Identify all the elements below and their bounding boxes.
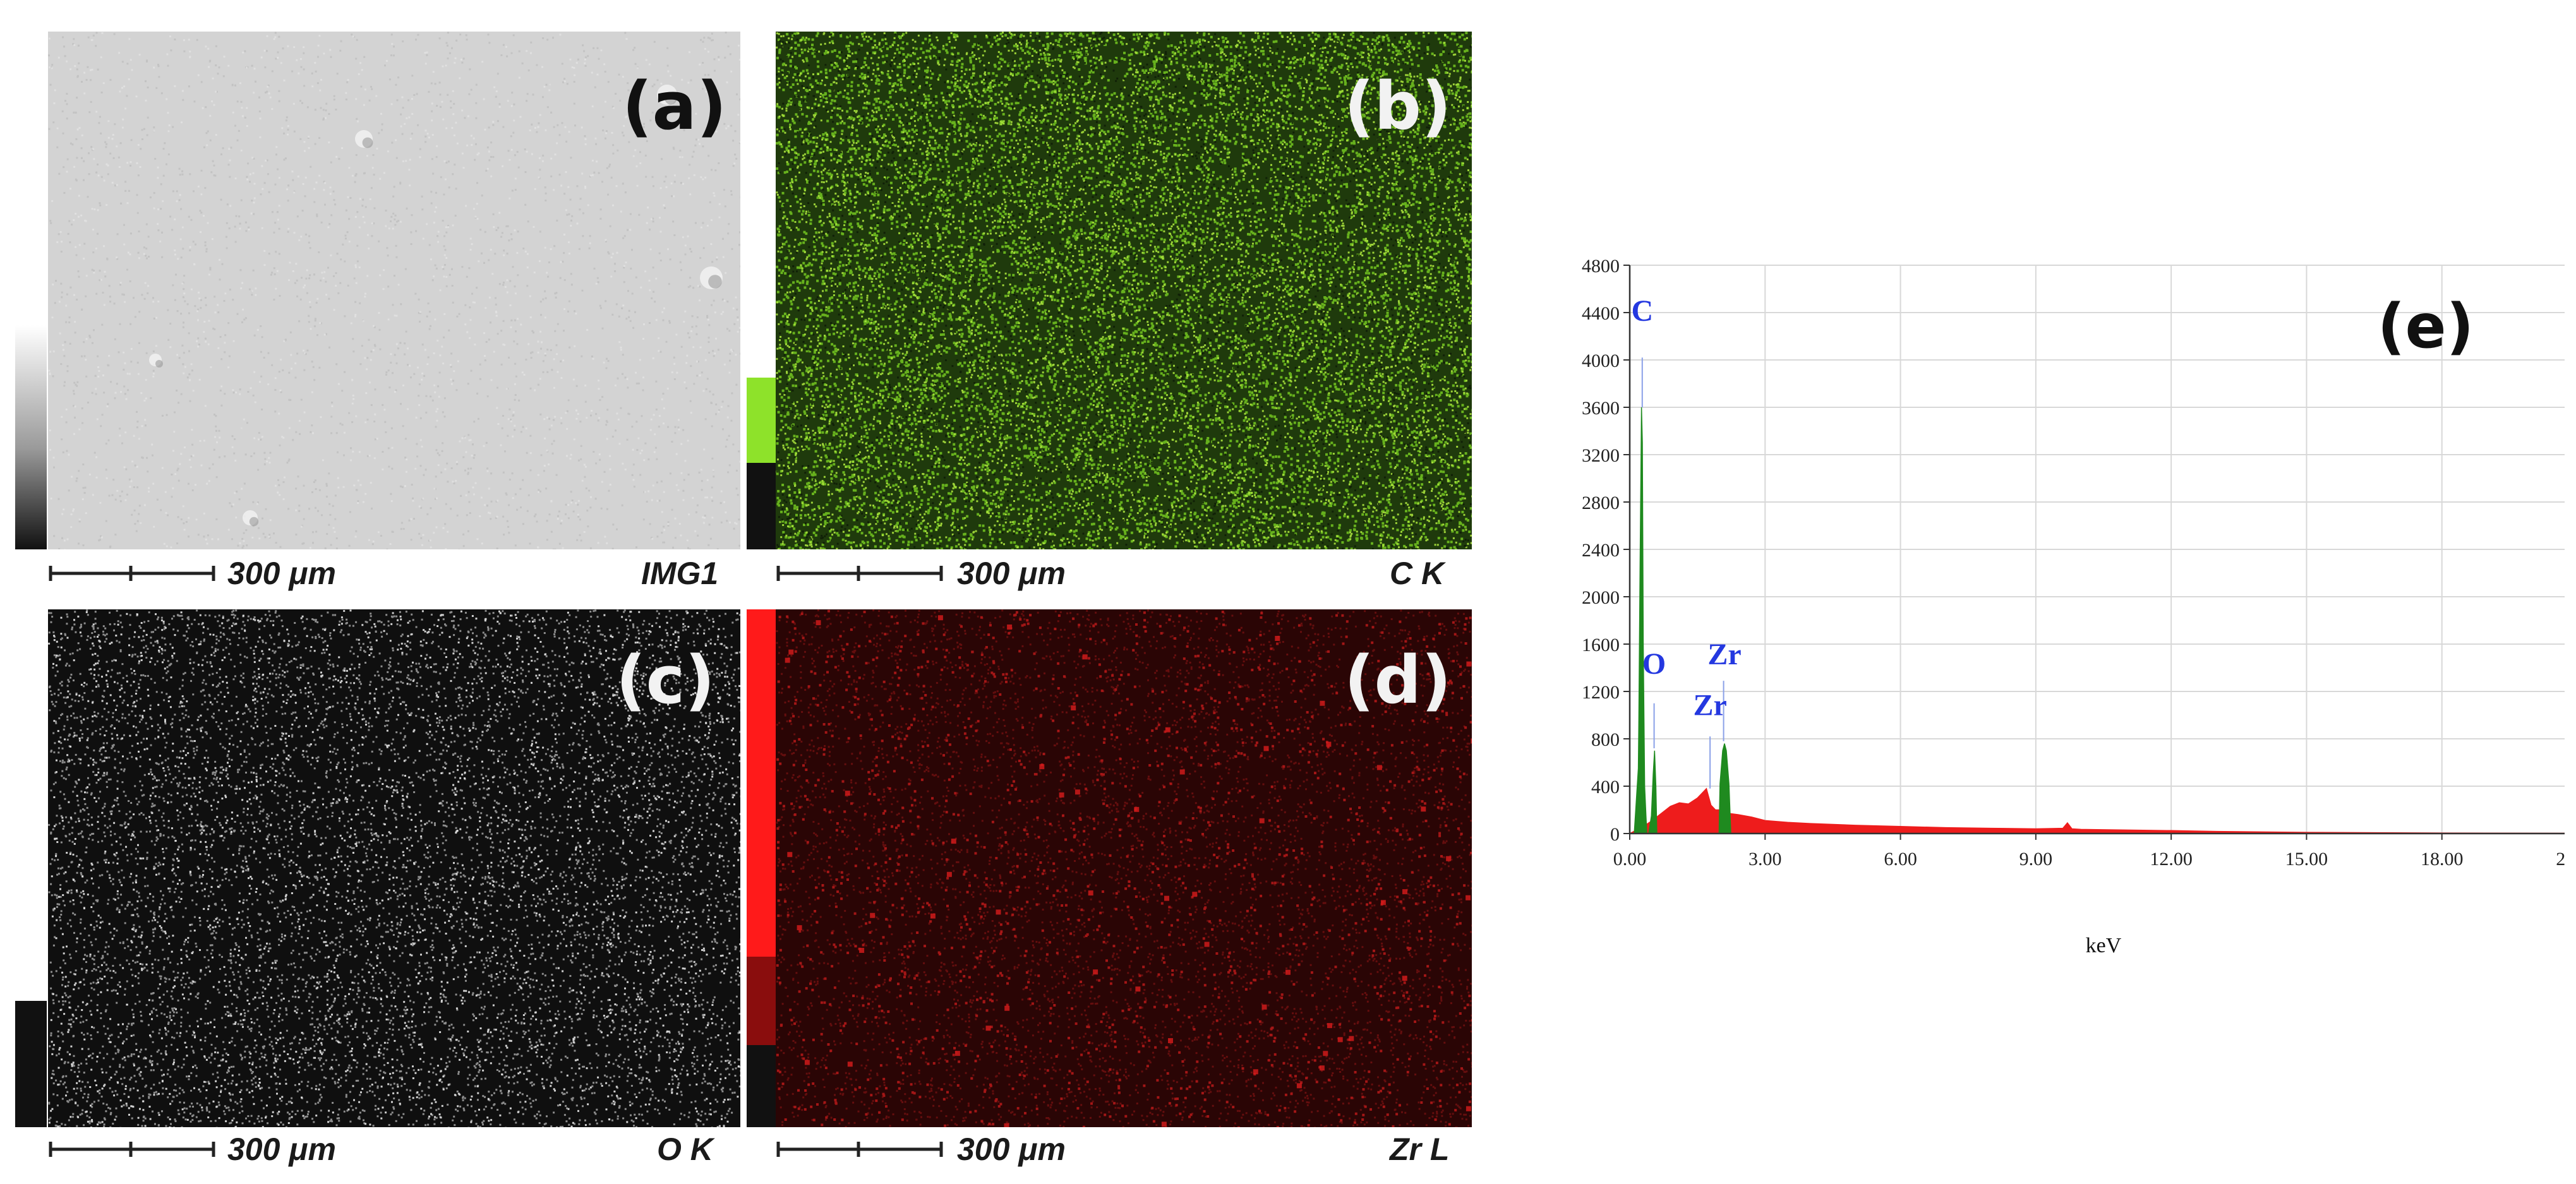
eds-spectrum-chart: 0 400 800 1200 1600 2000 2400 2800 3200 3600 4000 4… — [1582, 256, 2565, 957]
channel-label-b: C K — [1390, 556, 1445, 591]
peak-label: Zr — [1707, 638, 1741, 671]
channel-label-d: Zr L — [1390, 1132, 1450, 1167]
element-map-c-k — [776, 32, 1472, 549]
y-tick-label: 4000 — [1582, 350, 1620, 371]
axes — [1623, 265, 2565, 840]
series-peaks — [1634, 407, 1731, 834]
peak-label: Zr — [1693, 689, 1726, 722]
y-tick-label: 4400 — [1582, 303, 1620, 324]
channel-label-c: O K — [657, 1132, 713, 1167]
x-tick-label: 21.00 — [2556, 849, 2565, 870]
scale-label-d: 300 μm — [957, 1132, 1066, 1167]
sem-image-a — [48, 32, 740, 549]
panel-label-d: (d) — [1344, 642, 1452, 719]
grid — [1629, 265, 2565, 834]
tick-labels: 0 400 800 1200 1600 2000 2400 2800 3200 3600 4000 4… — [1582, 256, 2565, 870]
colorbar-b-dark — [747, 463, 776, 549]
spectrum-series — [1629, 407, 2565, 834]
scale-label-a: 300 μm — [227, 556, 336, 591]
x-tick-label: 12.00 — [2150, 849, 2193, 870]
scale-label-c: 300 μm — [227, 1132, 336, 1167]
y-tick-label: 1200 — [1582, 682, 1620, 703]
colorbar-d-red — [747, 609, 776, 957]
x-tick-label: 15.00 — [2285, 849, 2328, 870]
scale-bar-a — [49, 566, 215, 581]
peak-annotations: C O Zr Zr — [1631, 294, 1742, 789]
y-tick-label: 4800 — [1582, 256, 1620, 277]
peak-label: O — [1642, 647, 1666, 681]
y-tick-label: 2000 — [1582, 587, 1620, 608]
scale-bar-c — [49, 1142, 215, 1157]
colorbar-d-darkred — [747, 957, 776, 1045]
y-tick-label: 400 — [1591, 777, 1620, 798]
colorbar-c — [15, 1001, 47, 1127]
panel-label-e: (e) — [2378, 291, 2474, 362]
y-tick-label: 2400 — [1582, 540, 1620, 561]
x-tick-label: 3.00 — [1748, 849, 1782, 870]
scale-bar-b — [776, 566, 943, 581]
colorbar-b-green — [747, 378, 776, 463]
x-tick-label: 18.00 — [2421, 849, 2464, 870]
channel-label-a: IMG1 — [641, 556, 719, 591]
peak-label: C — [1631, 294, 1653, 328]
y-tick-label: 800 — [1591, 729, 1620, 750]
y-tick-label: 3600 — [1582, 398, 1620, 419]
panel-label-b: (b) — [1344, 68, 1452, 145]
scale-label-b: 300 μm — [957, 556, 1066, 591]
y-tick-label: 3200 — [1582, 445, 1620, 466]
y-tick-label: 2800 — [1582, 493, 1620, 513]
x-tick-label: 0.00 — [1613, 849, 1647, 870]
colorbar-a — [15, 325, 47, 549]
panel-label-a: (a) — [622, 68, 727, 145]
panel-label-c: (c) — [616, 642, 715, 719]
colorbar-d-dark — [747, 1045, 776, 1127]
scale-bar-d — [776, 1142, 943, 1157]
x-axis-label: keV — [2086, 934, 2122, 957]
y-tick-label: 0 — [1610, 824, 1620, 845]
y-tick-label: 1600 — [1582, 635, 1620, 655]
element-map-zr-l — [776, 609, 1472, 1127]
element-map-o-k — [48, 609, 740, 1127]
x-tick-label: 6.00 — [1884, 849, 1917, 870]
x-tick-label: 9.00 — [2019, 849, 2053, 870]
